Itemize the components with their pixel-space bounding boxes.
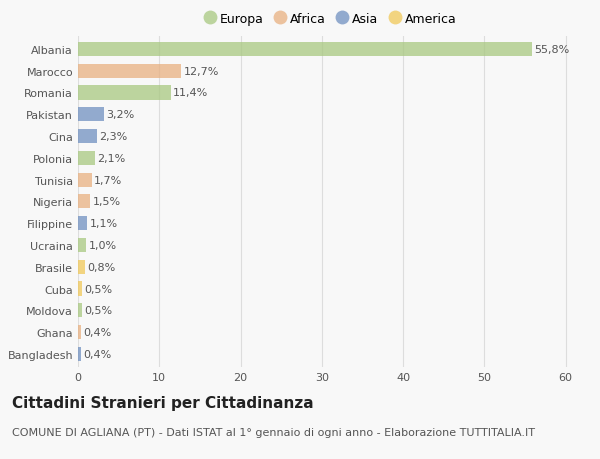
Text: 12,7%: 12,7% — [184, 67, 219, 77]
Bar — [78, 282, 82, 296]
Text: 2,1%: 2,1% — [98, 153, 126, 163]
Text: 3,2%: 3,2% — [106, 110, 135, 120]
Bar — [78, 86, 170, 101]
Text: 0,8%: 0,8% — [87, 262, 115, 272]
Bar — [78, 108, 104, 122]
Bar — [78, 260, 85, 274]
Legend: Europa, Africa, Asia, America: Europa, Africa, Asia, America — [203, 13, 457, 26]
Bar — [78, 173, 92, 187]
Bar — [78, 238, 86, 252]
Bar — [78, 303, 82, 318]
Text: 1,0%: 1,0% — [89, 241, 116, 251]
Bar — [78, 64, 181, 78]
Text: 0,5%: 0,5% — [85, 284, 113, 294]
Bar — [78, 43, 532, 57]
Text: COMUNE DI AGLIANA (PT) - Dati ISTAT al 1° gennaio di ogni anno - Elaborazione TU: COMUNE DI AGLIANA (PT) - Dati ISTAT al 1… — [12, 427, 535, 437]
Bar — [78, 217, 87, 231]
Text: 2,3%: 2,3% — [99, 132, 127, 142]
Text: 1,7%: 1,7% — [94, 175, 122, 185]
Text: 0,5%: 0,5% — [85, 306, 113, 316]
Bar — [78, 347, 81, 361]
Bar — [78, 151, 95, 166]
Bar — [78, 129, 97, 144]
Text: Cittadini Stranieri per Cittadinanza: Cittadini Stranieri per Cittadinanza — [12, 395, 314, 410]
Text: 55,8%: 55,8% — [534, 45, 569, 55]
Text: 1,1%: 1,1% — [89, 218, 118, 229]
Bar — [78, 195, 90, 209]
Text: 11,4%: 11,4% — [173, 88, 208, 98]
Bar — [78, 325, 81, 340]
Text: 0,4%: 0,4% — [83, 349, 112, 359]
Text: 0,4%: 0,4% — [83, 327, 112, 337]
Text: 1,5%: 1,5% — [92, 197, 121, 207]
